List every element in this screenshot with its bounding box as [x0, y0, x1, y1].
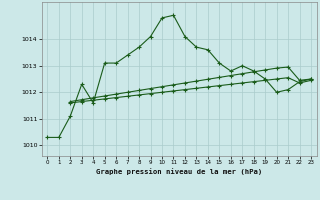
X-axis label: Graphe pression niveau de la mer (hPa): Graphe pression niveau de la mer (hPa) — [96, 168, 262, 175]
